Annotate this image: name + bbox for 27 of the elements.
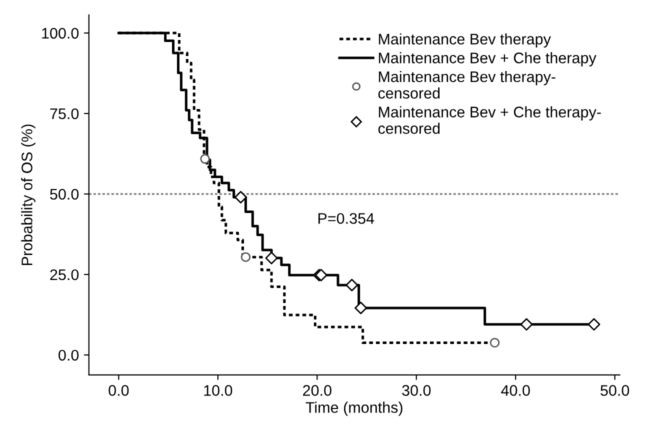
annotation: P=0.354 [318, 213, 374, 224]
point [234, 190, 247, 204]
point [265, 252, 278, 264]
point [240, 252, 251, 262]
x-axis-title: Time (months) [306, 402, 402, 416]
y-tick-label: 25.0 [50, 269, 79, 280]
y-tick-label: 50.0 [50, 188, 79, 200]
x-tick-label: 50.0 [600, 385, 630, 396]
x-tick-label: 30.0 [402, 385, 431, 396]
point [200, 154, 210, 164]
point [520, 318, 533, 331]
point [588, 318, 600, 331]
x-tick-label: 10.0 [204, 385, 232, 396]
x-tick-label: 40.0 [501, 385, 530, 396]
legend-label: Maintenance Bev + Che therapy- censored [378, 106, 601, 134]
x-tick-label: 20.0 [303, 385, 332, 396]
point [354, 302, 368, 314]
y-tick-label: 100.0 [42, 28, 79, 39]
point [346, 278, 358, 292]
y-tick-label: 75.0 [50, 108, 79, 120]
point [490, 338, 500, 348]
y-axis-title: Probability of OS (%) [21, 124, 36, 266]
legend-label: Maintenance Bev therapy- censored [378, 70, 556, 99]
y-tick-label: 0.0 [58, 350, 79, 361]
legend-label: Maintenance Bev + Che therapy [378, 52, 596, 66]
legend-label: Maintenance Bev therapy [378, 33, 551, 48]
x-tick-label: 0.0 [108, 385, 129, 396]
